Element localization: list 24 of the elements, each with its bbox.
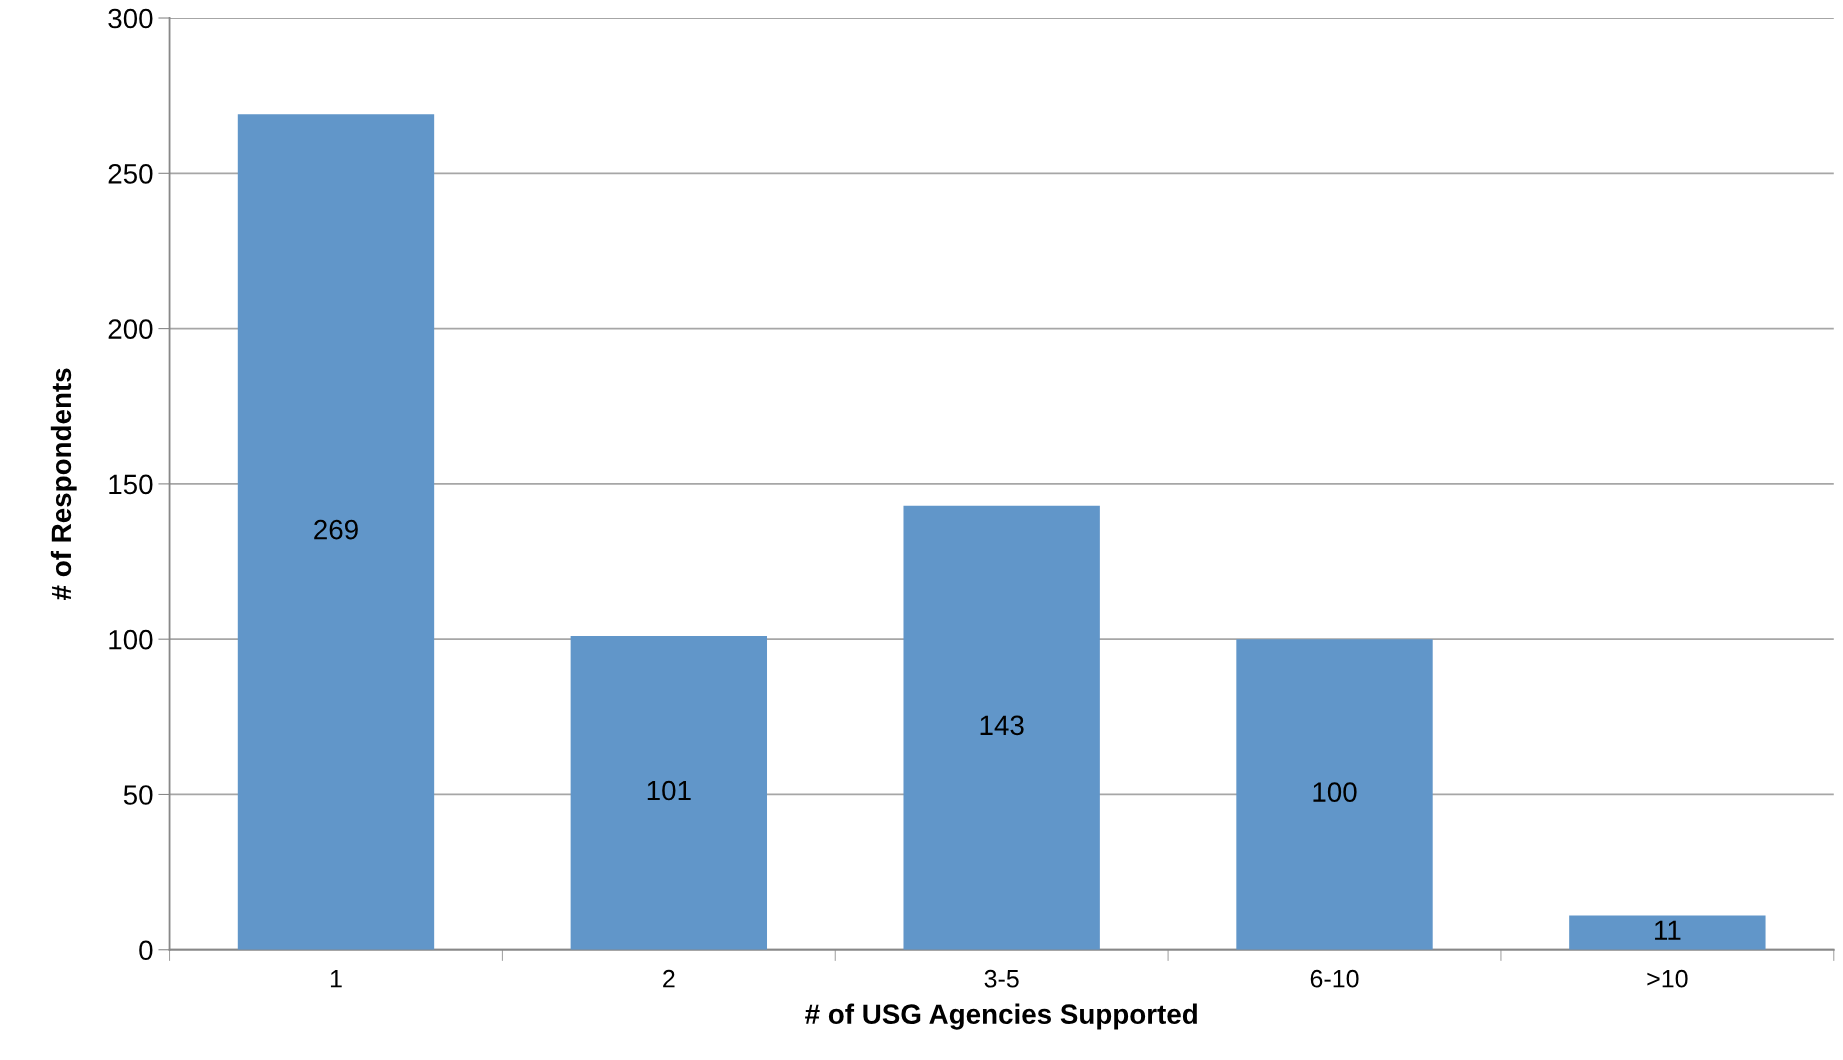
x-tick-label: 2 [663, 969, 675, 988]
bar [903, 505, 1100, 950]
data-label: 100 [1313, 782, 1357, 802]
y-tick-label: 100 [109, 629, 153, 650]
x-tick-label: 3-5 [984, 969, 1019, 988]
data-label: 269 [314, 519, 358, 540]
y-tick-label: 150 [109, 474, 153, 495]
data-label: 101 [647, 780, 691, 801]
bar [237, 114, 435, 950]
x-tick-label: >10 [1647, 969, 1688, 988]
x-tick-label: 6-10 [1310, 969, 1359, 988]
bar [570, 636, 768, 950]
y-tick-label: 200 [108, 319, 153, 339]
x-axis-title: # of USG Agencies Supported [805, 1003, 1197, 1030]
bar [1569, 915, 1766, 950]
y-tick-label: 250 [108, 163, 153, 184]
y-tick-label: 0 [139, 940, 153, 961]
y-tick-label: 50 [123, 785, 153, 805]
x-tick-label: 1 [330, 970, 342, 988]
y-axis-title: # of Respondents [50, 368, 77, 600]
y-tick-label: 300 [108, 8, 153, 29]
data-label: 143 [980, 715, 1024, 736]
bar [1236, 639, 1433, 950]
data-label: 11 [1655, 920, 1681, 940]
